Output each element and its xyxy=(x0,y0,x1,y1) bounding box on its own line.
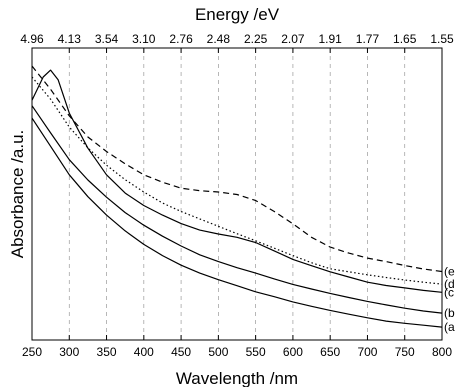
plot-frame xyxy=(31,47,443,341)
top-tick-label: 2.48 xyxy=(207,32,231,46)
top-tick-label: 2.76 xyxy=(169,32,193,46)
x-tick-label: 600 xyxy=(283,345,303,359)
series-line xyxy=(31,117,443,328)
top-axis: 4.96 4.13 3.54 3.10 2.76 2.48 2.25 2.07 1.91 1.77… xyxy=(20,32,454,53)
x-tick-label: 250 xyxy=(22,345,42,359)
series-line xyxy=(31,76,443,285)
y-axis-title: Absorbance /a.u. xyxy=(8,130,27,259)
grid-lines xyxy=(68,48,406,340)
x-tick-label: 400 xyxy=(134,345,154,359)
x-tick-label: 500 xyxy=(208,345,228,359)
x-tick-label: 650 xyxy=(320,345,340,359)
series-line xyxy=(31,105,443,314)
x-tick-label: 350 xyxy=(97,345,117,359)
curve-label: (c xyxy=(444,285,454,299)
top-tick-label: 2.07 xyxy=(281,32,305,46)
bottom-axis: 250 300 350 400 450 500 550 600 650 700 750 800 xyxy=(22,335,452,359)
x-tick-label: 550 xyxy=(246,345,266,359)
curve-label: (d xyxy=(444,277,455,291)
x-tick-label: 450 xyxy=(171,345,191,359)
x-axis-title: Wavelength /nm xyxy=(176,369,298,387)
curve-label: (b xyxy=(444,306,455,320)
top-tick-label: 1.77 xyxy=(356,32,380,46)
x-tick-label: 300 xyxy=(59,345,79,359)
top-tick-label: 4.96 xyxy=(20,32,44,46)
curve-labels: (a(b (c(d(e xyxy=(444,265,455,335)
top-tick-label: 1.65 xyxy=(393,32,417,46)
top-axis-title: Energy /eV xyxy=(195,5,280,24)
top-tick-label: 1.91 xyxy=(319,32,343,46)
x-tick-label: 800 xyxy=(432,345,452,359)
top-tick-label: 4.13 xyxy=(58,32,82,46)
series-line xyxy=(31,69,443,293)
top-tick-label: 1.55 xyxy=(430,32,454,46)
series-line xyxy=(31,65,443,273)
top-tick-label: 3.10 xyxy=(132,32,156,46)
series-group xyxy=(31,65,443,328)
x-tick-label: 750 xyxy=(395,345,415,359)
x-tick-label: 700 xyxy=(357,345,377,359)
top-tick-label: 3.54 xyxy=(95,32,119,46)
curve-label: (e xyxy=(444,265,455,279)
curve-label: (a xyxy=(444,320,455,334)
top-tick-label: 2.25 xyxy=(244,32,268,46)
